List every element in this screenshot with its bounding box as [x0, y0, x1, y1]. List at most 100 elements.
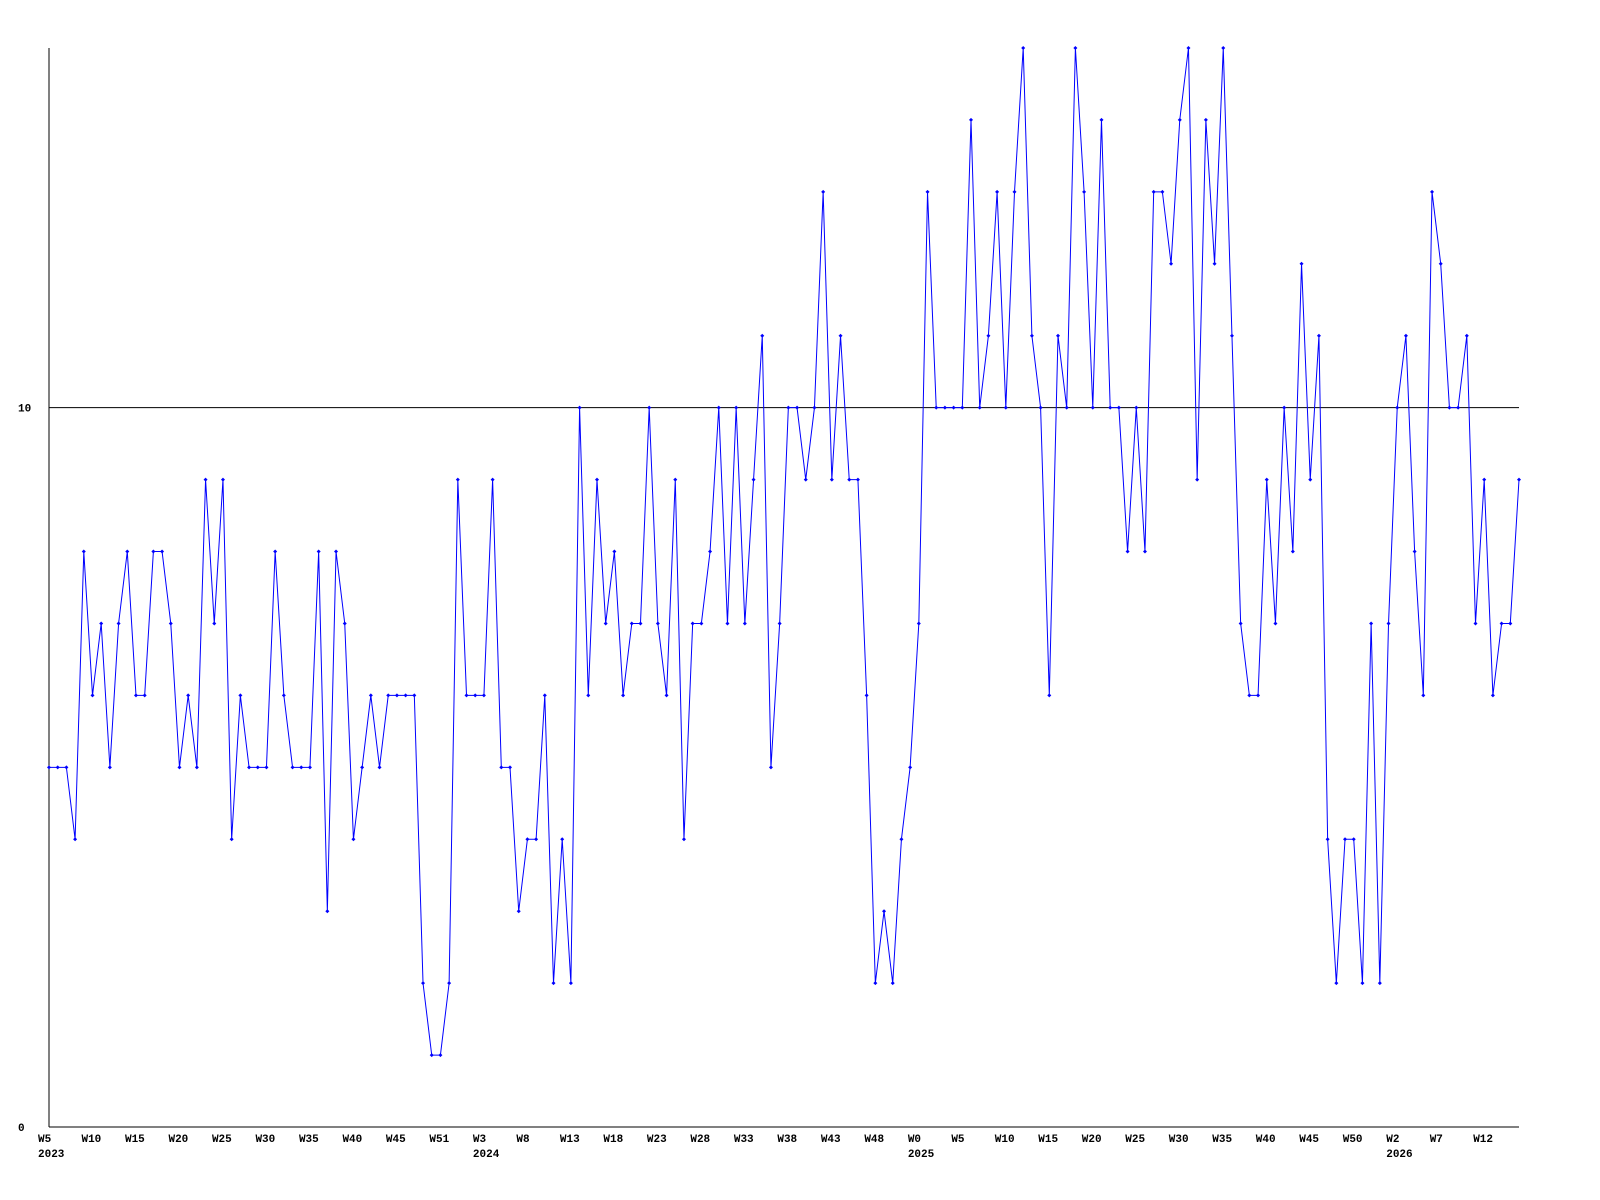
data-point	[1038, 405, 1043, 410]
x-tick-label: W8	[516, 1134, 530, 1146]
data-point	[1464, 333, 1469, 338]
data-point	[560, 837, 565, 842]
data-point	[1508, 621, 1513, 626]
data-point	[125, 549, 130, 554]
data-point	[621, 693, 626, 698]
data-point	[1351, 837, 1356, 842]
data-point	[325, 909, 330, 914]
data-point	[307, 765, 312, 770]
data-point	[1021, 46, 1026, 50]
data-point	[1482, 477, 1487, 482]
data-point	[1273, 621, 1278, 626]
data-point	[829, 477, 834, 482]
data-point	[629, 621, 634, 626]
data-point	[1386, 621, 1391, 626]
data-point	[542, 693, 547, 698]
data-point	[681, 837, 686, 842]
data-point	[1134, 405, 1139, 410]
data-point	[699, 621, 704, 626]
data-point	[795, 405, 800, 410]
x-tick-label: W51	[429, 1134, 449, 1146]
data-point	[742, 621, 747, 626]
x-tick-label: W25	[212, 1134, 232, 1146]
data-point	[751, 477, 756, 482]
data-point	[499, 765, 504, 770]
x-tick-label: W15	[125, 1134, 145, 1146]
x-tick-label: W40	[342, 1134, 362, 1146]
data-point	[1360, 981, 1365, 986]
data-point	[194, 765, 199, 770]
x-year-label: 2025	[908, 1149, 935, 1161]
data-point	[838, 333, 843, 338]
x-tick-label: W48	[864, 1134, 884, 1146]
data-point	[734, 405, 739, 410]
data-point	[812, 405, 817, 410]
data-point	[203, 477, 208, 482]
data-point	[1308, 477, 1313, 482]
data-point	[1517, 477, 1521, 482]
data-point	[90, 693, 95, 698]
data-point	[133, 693, 138, 698]
data-point	[508, 765, 513, 770]
data-point	[99, 621, 104, 626]
data-point	[916, 621, 921, 626]
x-tick-label: W10	[81, 1134, 101, 1146]
data-point	[786, 405, 791, 410]
data-point	[1221, 46, 1226, 50]
data-point	[1299, 261, 1304, 266]
data-point	[1064, 405, 1069, 410]
x-year-label: 2026	[1386, 1149, 1412, 1161]
data-point	[925, 189, 930, 194]
x-tick-label: W20	[168, 1134, 188, 1146]
data-point	[142, 693, 147, 698]
data-point	[1403, 333, 1408, 338]
x-tick-label: W12	[1473, 1134, 1493, 1146]
data-point	[1125, 549, 1130, 554]
data-point	[464, 693, 469, 698]
data-point	[516, 909, 521, 914]
data-point	[995, 189, 1000, 194]
y-tick-label: 0	[18, 1123, 25, 1135]
x-tick-label: W23	[647, 1134, 667, 1146]
data-point	[490, 477, 495, 482]
data-point	[229, 837, 234, 842]
data-point	[290, 765, 295, 770]
data-point	[1195, 477, 1200, 482]
x-tick-label: W40	[1256, 1134, 1276, 1146]
data-point	[647, 405, 652, 410]
data-point	[316, 549, 321, 554]
data-point	[821, 189, 826, 194]
data-point	[1456, 405, 1461, 410]
data-point	[238, 693, 243, 698]
data-point	[603, 621, 608, 626]
data-point	[1473, 621, 1478, 626]
data-point	[1055, 333, 1060, 338]
x-tick-label: W3	[473, 1134, 487, 1146]
x-tick-label: W0	[908, 1134, 921, 1146]
data-point	[1090, 405, 1095, 410]
data-point	[1438, 261, 1443, 266]
data-point	[212, 621, 217, 626]
data-point	[281, 693, 286, 698]
data-point	[899, 837, 904, 842]
data-point	[725, 621, 730, 626]
x-tick-label: W25	[1125, 1134, 1145, 1146]
data-point	[1047, 693, 1052, 698]
data-point	[534, 837, 539, 842]
data-point	[1316, 333, 1321, 338]
data-point	[447, 981, 452, 986]
data-point	[81, 549, 86, 554]
data-point	[1003, 405, 1008, 410]
data-point	[107, 765, 112, 770]
data-point	[1499, 621, 1504, 626]
x-tick-label: W2	[1386, 1134, 1399, 1146]
data-point	[908, 765, 913, 770]
data-point	[368, 693, 373, 698]
data-point	[934, 405, 939, 410]
data-point	[951, 405, 956, 410]
x-tick-label: W18	[603, 1134, 623, 1146]
data-point	[803, 477, 808, 482]
x-tick-label: W43	[821, 1134, 841, 1146]
x-tick-label: W35	[299, 1134, 319, 1146]
data-point	[1142, 549, 1147, 554]
